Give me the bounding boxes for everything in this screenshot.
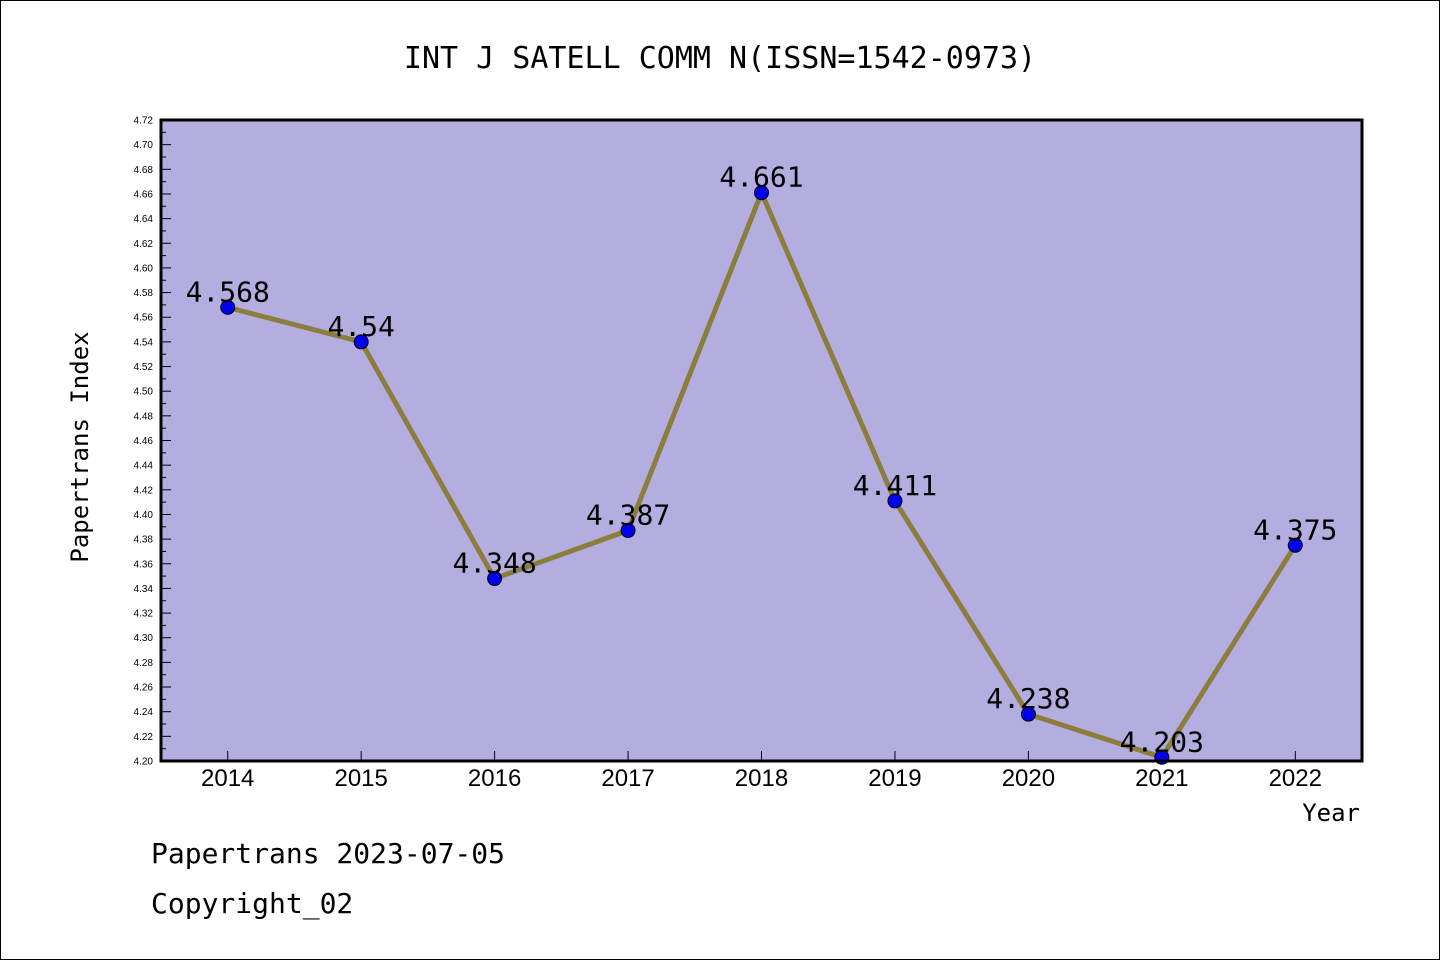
y-tick-label: 4.64	[134, 214, 154, 225]
y-tick-label: 4.20	[134, 757, 154, 768]
y-tick-label: 4.40	[134, 510, 154, 521]
y-tick-label: 4.26	[134, 683, 154, 694]
data-point	[754, 185, 769, 201]
y-tick-label: 4.66	[134, 189, 154, 200]
data-label: 4.348	[452, 547, 536, 580]
x-tick-label: 2018	[735, 765, 788, 792]
data-label: 4.568	[186, 275, 270, 308]
y-tick-label: 4.58	[134, 288, 154, 299]
y-tick-label: 4.32	[134, 609, 154, 620]
x-tick-label: 2020	[1002, 765, 1055, 792]
data-label: 4.203	[1120, 725, 1204, 758]
y-tick-label: 4.30	[134, 633, 154, 644]
y-tick-label: 4.28	[134, 658, 154, 669]
y-tick-label: 4.70	[134, 140, 154, 151]
y-tick-label: 4.36	[134, 559, 154, 570]
data-point	[220, 299, 236, 315]
y-tick-label: 4.50	[134, 387, 154, 398]
y-tick-label: 4.46	[134, 436, 154, 447]
data-point	[487, 571, 503, 587]
plot-area	[161, 120, 1362, 761]
x-tick-label: 2022	[1269, 765, 1322, 792]
y-tick-label: 4.48	[134, 411, 154, 422]
y-tick-label: 4.56	[134, 313, 154, 324]
data-label: 4.238	[986, 682, 1070, 715]
x-tick-label: 2021	[1135, 765, 1188, 792]
chart-title: INT J SATELL COMM N(ISSN=1542-0973)	[404, 41, 1036, 76]
y-tick-label: 4.54	[134, 337, 154, 348]
y-tick-label: 4.60	[134, 263, 154, 274]
y-axis-label: Papertrans Index	[66, 331, 94, 562]
data-label: 4.387	[586, 498, 670, 531]
x-tick-label: 2019	[868, 765, 921, 792]
x-tick-label: 2015	[334, 765, 387, 792]
data-point	[887, 493, 903, 509]
plot-frame	[159, 118, 1364, 763]
footer-copyright-text: Copyright_02	[151, 887, 354, 920]
data-point	[1287, 537, 1303, 553]
data-label: 4.375	[1253, 513, 1337, 546]
y-tick-label: 4.38	[134, 535, 154, 546]
y-tick-label: 4.72	[134, 116, 154, 127]
y-tick-label: 4.68	[134, 165, 154, 176]
y-tick-label: 4.62	[134, 239, 154, 250]
data-point	[1020, 706, 1036, 722]
data-label: 4.661	[719, 161, 803, 194]
x-tick-label: 2016	[468, 765, 521, 792]
y-tick-label: 4.34	[134, 584, 154, 595]
data-label: 4.411	[853, 469, 937, 502]
y-tick-label: 4.52	[134, 362, 154, 373]
data-point	[620, 522, 636, 538]
x-axis-label: Year	[1302, 799, 1360, 827]
data-point	[353, 334, 369, 350]
y-tick-label: 4.24	[134, 707, 154, 718]
data-label: 4.54	[327, 310, 394, 343]
y-tick-label: 4.42	[134, 485, 154, 496]
footer-date-text: Papertrans 2023-07-05	[151, 837, 506, 870]
x-tick-label: 2017	[601, 765, 654, 792]
x-tick-label: 2014	[201, 765, 254, 792]
y-tick-label: 4.22	[134, 732, 154, 743]
y-tick-label: 4.44	[134, 461, 154, 472]
